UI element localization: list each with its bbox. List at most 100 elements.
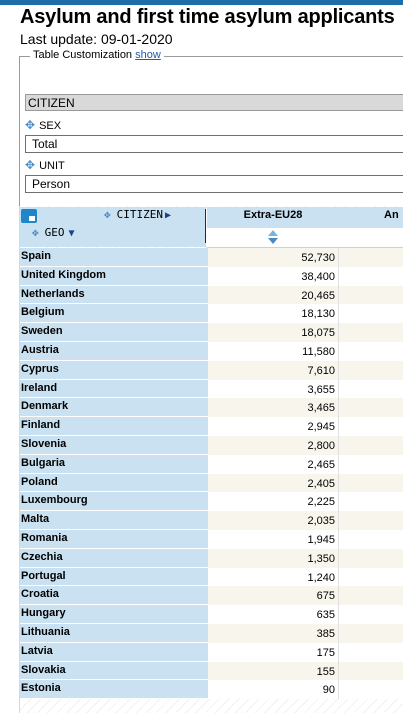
move-arrows-icon[interactable]: ✥: [25, 118, 36, 132]
value-cell: 7,610: [208, 360, 339, 380]
value-cell-next: [339, 360, 403, 380]
value-cell: 11,580: [208, 341, 339, 361]
table-options-icon[interactable]: [21, 209, 37, 223]
value-cell-next: [339, 304, 403, 324]
value-cell-next: [339, 586, 403, 606]
row-header-geo[interactable]: Denmark: [20, 398, 208, 418]
row-header-geo[interactable]: Belgium: [20, 304, 208, 324]
row-header-geo[interactable]: Czechia: [20, 548, 208, 568]
value-cell: 2,945: [208, 417, 339, 436]
table-row: Estonia 90: [20, 680, 403, 700]
value-cell: 1,945: [208, 529, 339, 549]
move-arrows-icon[interactable]: ✥: [104, 208, 111, 221]
arrow-down-icon[interactable]: ▼: [68, 228, 75, 239]
citizen-header-label: CITIZEN: [116, 208, 163, 221]
table-row: Slovenia 2,800: [20, 435, 403, 455]
row-header-geo[interactable]: Finland: [20, 417, 208, 436]
row-header-geo[interactable]: Cyprus: [20, 360, 208, 380]
value-cell-next: [339, 266, 403, 286]
value-cell-next: [339, 605, 403, 624]
citizen-column-dimension[interactable]: ✥ CITIZEN ▶: [104, 208, 171, 221]
value-cell: 20,465: [208, 285, 339, 305]
geo-header-label: GEO: [44, 226, 65, 239]
row-header-geo[interactable]: Slovenia: [20, 435, 208, 455]
value-cell-next: [339, 642, 403, 662]
column-header-extra-eu28[interactable]: Extra-EU28: [207, 207, 339, 228]
row-header-geo[interactable]: Portugal: [20, 567, 208, 587]
row-header-geo[interactable]: Spain: [20, 248, 208, 267]
table-row: Sweden 18,075: [20, 323, 403, 342]
unit-label-text: UNIT: [39, 160, 65, 172]
value-cell-next: [339, 323, 403, 342]
table-body: Spain 52,730 United Kingdom 38,400 Netherlan…: [20, 248, 403, 700]
table-row: Belgium 18,130: [20, 304, 403, 324]
table-row: Austria 11,580: [20, 341, 403, 361]
row-header-geo[interactable]: Malta: [20, 511, 208, 530]
table-row: Cyprus 7,610: [20, 360, 403, 380]
row-header-geo[interactable]: Lithuania: [20, 623, 208, 643]
row-header-geo[interactable]: Sweden: [20, 323, 208, 342]
value-cell-next: [339, 341, 403, 361]
value-cell: 1,240: [208, 567, 339, 587]
value-cell-next: [339, 623, 403, 643]
value-cell: 675: [208, 586, 339, 606]
value-cell: 52,730: [208, 248, 339, 267]
table-row: Netherlands 20,465: [20, 285, 403, 305]
row-header-geo[interactable]: Romania: [20, 529, 208, 549]
move-arrows-icon[interactable]: ✥: [25, 158, 36, 172]
sex-label-text: SEX: [39, 120, 62, 132]
value-cell-next: [339, 473, 403, 493]
value-cell: 2,465: [208, 454, 339, 474]
value-cell-next: [339, 417, 403, 436]
value-cell: 385: [208, 623, 339, 643]
sort-cell-next: [339, 228, 403, 248]
row-header-geo[interactable]: Luxembourg: [20, 492, 208, 512]
table-row: Lithuania 385: [20, 623, 403, 643]
value-cell-next: [339, 248, 403, 267]
value-cell-next: [339, 680, 403, 700]
table-row: Slovakia 155: [20, 661, 403, 681]
value-cell-next: [339, 379, 403, 399]
row-header-geo[interactable]: Slovakia: [20, 661, 208, 681]
move-arrows-icon[interactable]: ✥: [32, 226, 39, 239]
value-cell: 2,405: [208, 473, 339, 493]
table-row: Bulgaria 2,465: [20, 454, 403, 474]
value-cell: 90: [208, 680, 339, 700]
value-cell: 635: [208, 605, 339, 624]
row-header-geo[interactable]: Poland: [20, 473, 208, 493]
value-cell-next: [339, 454, 403, 474]
show-customization-link[interactable]: show: [135, 49, 161, 61]
table-customization-label: Table Customization: [33, 49, 133, 61]
row-header-geo[interactable]: Estonia: [20, 680, 208, 700]
table-header-corner: [20, 207, 206, 247]
row-header-geo[interactable]: Croatia: [20, 586, 208, 606]
value-cell-next: [339, 285, 403, 305]
table-row: Finland 2,945: [20, 417, 403, 436]
table-row: Poland 2,405: [20, 473, 403, 493]
row-header-geo[interactable]: Latvia: [20, 642, 208, 662]
row-header-geo[interactable]: Austria: [20, 341, 208, 361]
table-row: United Kingdom 38,400: [20, 266, 403, 286]
sex-select[interactable]: Total: [25, 135, 403, 153]
value-cell: 18,075: [208, 323, 339, 342]
value-cell: 175: [208, 642, 339, 662]
row-header-geo[interactable]: United Kingdom: [20, 266, 208, 286]
column-header-next[interactable]: An: [339, 207, 403, 228]
row-header-geo[interactable]: Netherlands: [20, 285, 208, 305]
table-row: Luxembourg 2,225: [20, 492, 403, 512]
value-cell: 1,350: [208, 548, 339, 568]
sort-cell-extra-eu28: [207, 228, 340, 248]
table-row: Spain 52,730: [20, 248, 403, 267]
value-cell-next: [339, 435, 403, 455]
value-cell-next: [339, 548, 403, 568]
row-header-geo[interactable]: Hungary: [20, 605, 208, 624]
geo-row-dimension[interactable]: ✥ GEO ▼: [32, 226, 75, 239]
last-update: Last update: 09-01-2020: [20, 31, 173, 47]
value-cell: 2,035: [208, 511, 339, 530]
row-header-geo[interactable]: Bulgaria: [20, 454, 208, 474]
sort-icon[interactable]: [268, 230, 278, 244]
citizen-dimension-bar[interactable]: CITIZEN: [25, 94, 403, 111]
row-header-geo[interactable]: Ireland: [20, 379, 208, 399]
unit-select[interactable]: Person: [25, 175, 403, 193]
arrow-right-icon[interactable]: ▶: [164, 210, 172, 221]
